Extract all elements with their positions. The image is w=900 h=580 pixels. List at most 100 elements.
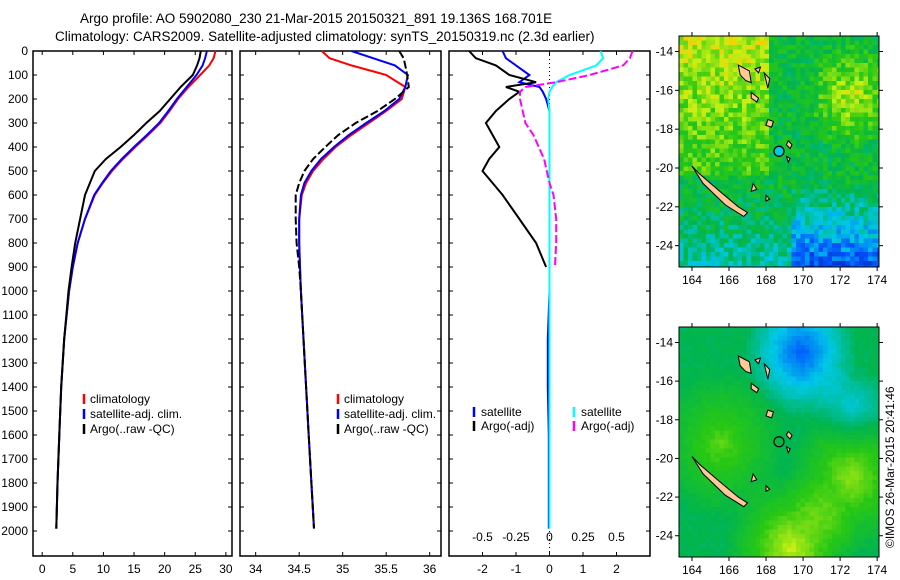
- map-cell: [706, 58, 711, 63]
- map-cell: [832, 336, 837, 341]
- map-cell: [724, 211, 729, 216]
- map-cell: [850, 198, 855, 203]
- map-cell: [701, 349, 706, 354]
- map-cell: [737, 36, 742, 41]
- map-cell: [760, 144, 765, 149]
- map-cell: [746, 507, 751, 512]
- map-cell: [679, 466, 684, 471]
- map-cell: [746, 466, 751, 471]
- map-cell: [800, 162, 805, 167]
- map-cell: [760, 148, 765, 153]
- map-cell: [787, 261, 792, 266]
- map-cell: [832, 72, 837, 77]
- map-cell: [728, 49, 733, 54]
- map-cell: [850, 238, 855, 243]
- map-cell: [823, 403, 828, 408]
- map-cell: [679, 403, 684, 408]
- map-cell: [715, 153, 720, 158]
- map-cell: [760, 121, 765, 126]
- map-cell: [728, 211, 733, 216]
- map-cell: [836, 193, 841, 198]
- map-cell: [868, 157, 873, 162]
- map-cell: [872, 256, 877, 261]
- map-cell: [719, 162, 724, 167]
- map-cell: [823, 247, 828, 252]
- map-cell: [751, 394, 756, 399]
- map-cell: [827, 99, 832, 104]
- map-cell: [683, 520, 688, 525]
- map-cell: [863, 520, 868, 525]
- map-cell: [809, 162, 814, 167]
- map-cell: [818, 345, 823, 350]
- map-cell: [868, 243, 873, 248]
- map-cell: [715, 453, 720, 458]
- map-cell: [737, 471, 742, 476]
- map-cell: [710, 193, 715, 198]
- map-cell: [715, 157, 720, 162]
- map-cell: [778, 180, 783, 185]
- map-cell: [836, 58, 841, 63]
- map-cell: [827, 525, 832, 530]
- map-cell: [863, 103, 868, 108]
- map-cell: [737, 376, 742, 381]
- map-cell: [710, 493, 715, 498]
- map-cell: [872, 90, 877, 95]
- map-cell: [850, 157, 855, 162]
- map-cell: [814, 462, 819, 467]
- map-cell: [697, 247, 702, 252]
- map-cell: [854, 148, 859, 153]
- map-cell: [724, 453, 729, 458]
- x-tick-label: -1: [511, 562, 522, 576]
- map-cell: [760, 480, 765, 485]
- map-cell: [868, 376, 873, 381]
- map-cell: [782, 493, 787, 498]
- map-cell: [728, 547, 733, 552]
- map-cell: [796, 516, 801, 521]
- map-cell: [877, 175, 879, 180]
- map-cell: [692, 121, 697, 126]
- map-cell: [832, 220, 837, 225]
- island: [763, 71, 771, 89]
- map-cell: [706, 529, 711, 534]
- map-cell: [868, 126, 873, 131]
- map-cell: [724, 426, 729, 431]
- map-cell: [760, 489, 765, 494]
- map-cell: [791, 180, 796, 185]
- map-cell: [832, 36, 837, 41]
- map-cell: [764, 552, 769, 557]
- map-cell: [796, 345, 801, 350]
- map-cell: [710, 385, 715, 390]
- map-cell: [854, 121, 859, 126]
- map-cell: [782, 354, 787, 359]
- map-cell: [733, 256, 738, 261]
- map-cell: [863, 63, 868, 68]
- map-cell: [818, 430, 823, 435]
- map-cell: [863, 229, 868, 234]
- map-cell: [737, 148, 742, 153]
- map-cell: [863, 72, 868, 77]
- map-cell: [773, 130, 778, 135]
- map-cell: [827, 327, 832, 332]
- map-cell: [724, 225, 729, 230]
- map-cell: [814, 399, 819, 404]
- map-cell: [737, 349, 742, 354]
- map-cell: [877, 376, 879, 381]
- map-cell: [809, 336, 814, 341]
- map-cell: [836, 225, 841, 230]
- map-cell: [787, 331, 792, 336]
- map-cell: [841, 72, 846, 77]
- map-cell: [760, 234, 765, 239]
- map-cell: [836, 265, 841, 267]
- map-cell: [791, 507, 796, 512]
- map-cell: [746, 90, 751, 95]
- map-cell: [782, 36, 787, 41]
- map-cell: [827, 552, 832, 557]
- map-cell: [737, 408, 742, 413]
- map-cell: [809, 81, 814, 86]
- map-cell: [832, 135, 837, 140]
- map-cell: [683, 112, 688, 117]
- map-cell: [863, 99, 868, 104]
- map-cell: [845, 40, 850, 45]
- map-cell: [688, 354, 693, 359]
- map-cell: [863, 234, 868, 239]
